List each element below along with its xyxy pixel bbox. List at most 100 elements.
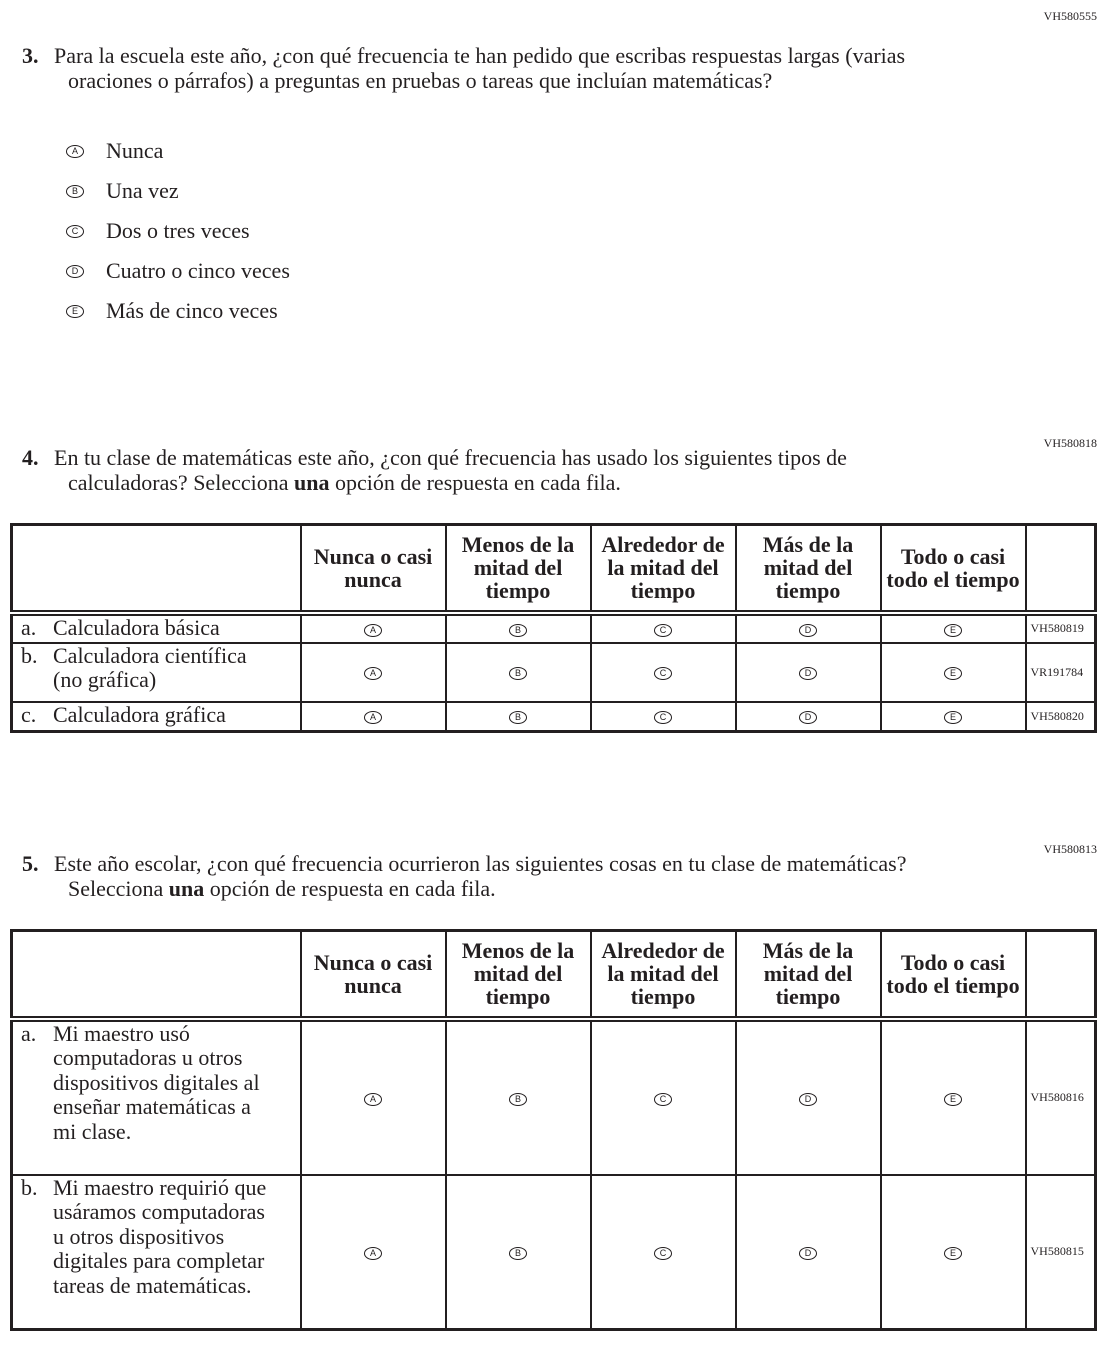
answer-cell[interactable]: C bbox=[589, 641, 737, 703]
answer-cell[interactable]: E bbox=[879, 1173, 1027, 1331]
bubble-icon[interactable]: B bbox=[509, 623, 527, 637]
bubble-icon[interactable]: A bbox=[364, 667, 382, 680]
item-code: VH580819 bbox=[1024, 611, 1097, 644]
bubble-icon[interactable]: E bbox=[944, 1246, 962, 1260]
row-label: b. Mi maestro requirió que usáramos compu… bbox=[10, 1173, 302, 1331]
answer-cell[interactable]: B bbox=[444, 700, 592, 733]
item-code: VH580813 bbox=[1043, 842, 1097, 856]
column-header: Todo o casi todo el tiempo bbox=[879, 523, 1027, 614]
code-header bbox=[1024, 929, 1097, 1020]
answer-cell[interactable]: C bbox=[589, 1017, 737, 1176]
answer-option[interactable]: C Dos o tres veces bbox=[66, 211, 290, 251]
question-text: Para la escuela este año, ¿con qué frecu… bbox=[54, 43, 906, 93]
bubble-icon[interactable]: E bbox=[944, 667, 962, 680]
column-header: Alrededor de la mitad del tiempo bbox=[589, 929, 737, 1020]
answer-cell[interactable]: D bbox=[734, 1017, 882, 1176]
bubble-icon[interactable]: B bbox=[66, 184, 84, 198]
bubble-icon[interactable]: D bbox=[799, 667, 817, 680]
bubble-icon[interactable]: C bbox=[654, 711, 672, 725]
question-number: 4. bbox=[22, 445, 39, 470]
bubble-icon[interactable]: C bbox=[654, 623, 672, 637]
column-header: Nunca o casi nunca bbox=[299, 523, 447, 614]
bubble-icon[interactable]: C bbox=[654, 1092, 672, 1106]
bubble-icon[interactable]: E bbox=[944, 1092, 962, 1106]
response-grid-q5: Nunca o casi nunca Menos de la mitad del … bbox=[10, 929, 1097, 1331]
item-code: VR191784 bbox=[1024, 641, 1097, 703]
bubble-icon[interactable]: E bbox=[944, 711, 962, 725]
answer-cell[interactable]: D bbox=[734, 700, 882, 733]
bubble-icon[interactable]: D bbox=[66, 264, 84, 278]
answer-cell[interactable]: D bbox=[734, 641, 882, 703]
question-text: En tu clase de matemáticas este año, ¿co… bbox=[54, 445, 847, 495]
item-code: VH580818 bbox=[1043, 436, 1097, 450]
column-header: Más de la mitad del tiempo bbox=[734, 523, 882, 614]
row-label: c. Calculadora gráfica bbox=[10, 700, 302, 733]
answer-cell[interactable]: C bbox=[589, 1173, 737, 1331]
item-code: VH580816 bbox=[1024, 1017, 1097, 1176]
option-label: Cuatro o cinco veces bbox=[106, 258, 290, 283]
table-row: b. Calculadora científica (no gráfica) A B C… bbox=[10, 641, 1097, 703]
bubble-icon[interactable]: A bbox=[364, 623, 382, 637]
bubble-icon[interactable]: B bbox=[509, 711, 527, 725]
table-row: b. Mi maestro requirió que usáramos compu… bbox=[10, 1173, 1097, 1331]
bubble-icon[interactable]: A bbox=[364, 711, 382, 725]
bubble-icon[interactable]: D bbox=[799, 623, 817, 637]
answer-cell[interactable]: C bbox=[589, 611, 737, 644]
answer-cell[interactable]: E bbox=[879, 641, 1027, 703]
answer-cell[interactable]: B bbox=[444, 1017, 592, 1176]
bubble-icon[interactable]: D bbox=[799, 1092, 817, 1106]
question-3: 3. Para la escuela este año, ¿con qué fr… bbox=[22, 43, 922, 93]
answer-cell[interactable]: E bbox=[879, 611, 1027, 644]
option-label: Nunca bbox=[106, 138, 164, 163]
answer-cell[interactable]: D bbox=[734, 1173, 882, 1331]
bubble-icon[interactable]: A bbox=[364, 1246, 382, 1260]
answer-cell[interactable]: E bbox=[879, 1017, 1027, 1176]
bubble-icon[interactable]: D bbox=[799, 1246, 817, 1260]
row-label: a. Calculadora básica bbox=[10, 611, 302, 644]
bubble-icon[interactable]: B bbox=[509, 667, 527, 680]
answer-cell[interactable]: B bbox=[444, 611, 592, 644]
code-header bbox=[1024, 523, 1097, 614]
column-header: Alrededor de la mitad del tiempo bbox=[589, 523, 737, 614]
option-label: Dos o tres veces bbox=[106, 218, 250, 243]
answer-cell[interactable]: C bbox=[589, 700, 737, 733]
answer-cell[interactable]: A bbox=[299, 1017, 447, 1176]
column-header: Nunca o casi nunca bbox=[299, 929, 447, 1020]
answer-cell[interactable]: D bbox=[734, 611, 882, 644]
question-5: 5. Este año escolar, ¿con qué frecuencia… bbox=[22, 851, 922, 901]
answer-option[interactable]: A Nunca bbox=[66, 131, 290, 171]
answer-options: A Nunca B Una vez C Dos o tres veces D C… bbox=[66, 131, 290, 331]
answer-option[interactable]: D Cuatro o cinco veces bbox=[66, 251, 290, 291]
table-row: a. Calculadora básica A B C D E VH580819 bbox=[10, 611, 1097, 644]
bubble-icon[interactable]: E bbox=[66, 304, 84, 318]
bubble-icon[interactable]: C bbox=[654, 1246, 672, 1260]
answer-cell[interactable]: A bbox=[299, 700, 447, 733]
question-text: Este año escolar, ¿con qué frecuencia oc… bbox=[54, 851, 907, 901]
bubble-icon[interactable]: C bbox=[66, 224, 84, 238]
item-code: VH580820 bbox=[1024, 700, 1097, 733]
row-label: b. Calculadora científica (no gráfica) bbox=[10, 641, 302, 703]
bubble-icon[interactable]: A bbox=[66, 144, 84, 158]
table-row: c. Calculadora gráfica A B C D E VH580820 bbox=[10, 700, 1097, 733]
answer-cell[interactable]: A bbox=[299, 611, 447, 644]
table-row: a. Mi maestro usó computadoras u otros di… bbox=[10, 1017, 1097, 1176]
answer-cell[interactable]: A bbox=[299, 641, 447, 703]
bubble-icon[interactable]: C bbox=[654, 667, 672, 680]
answer-cell[interactable]: A bbox=[299, 1173, 447, 1331]
row-label-header bbox=[10, 929, 302, 1020]
answer-option[interactable]: E Más de cinco veces bbox=[66, 291, 290, 331]
row-label: a. Mi maestro usó computadoras u otros di… bbox=[10, 1017, 302, 1176]
answer-cell[interactable]: B bbox=[444, 1173, 592, 1331]
bubble-icon[interactable]: B bbox=[509, 1092, 527, 1106]
bubble-icon[interactable]: B bbox=[509, 1246, 527, 1260]
answer-cell[interactable]: E bbox=[879, 700, 1027, 733]
answer-cell[interactable]: B bbox=[444, 641, 592, 703]
bubble-icon[interactable]: D bbox=[799, 711, 817, 725]
bubble-icon[interactable]: A bbox=[364, 1092, 382, 1106]
answer-option[interactable]: B Una vez bbox=[66, 171, 290, 211]
column-header: Menos de la mitad del tiempo bbox=[444, 523, 592, 614]
option-label: Más de cinco veces bbox=[106, 298, 278, 323]
question-number: 3. bbox=[22, 43, 39, 68]
bubble-icon[interactable]: E bbox=[944, 623, 962, 637]
